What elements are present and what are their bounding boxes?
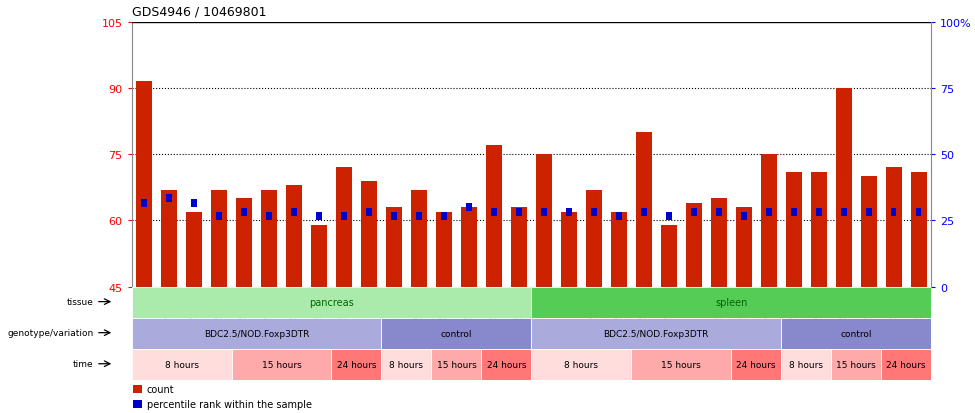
Text: 15 hours: 15 hours: [661, 360, 701, 369]
Bar: [167, 195, 172, 203]
Text: 15 hours: 15 hours: [437, 360, 477, 369]
Bar: [261, 190, 277, 287]
Text: GDS4946 / 10469801: GDS4946 / 10469801: [132, 6, 266, 19]
Bar: [486, 146, 502, 287]
Bar: [816, 208, 822, 216]
Bar: [591, 208, 597, 216]
Bar: [836, 89, 852, 287]
Bar: [361, 181, 377, 287]
Bar: [186, 212, 202, 287]
Bar: [861, 177, 877, 287]
Text: control: control: [441, 329, 472, 338]
Bar: [535, 155, 552, 287]
Bar: [133, 400, 142, 408]
Text: 24 hours: 24 hours: [886, 360, 926, 369]
Text: count: count: [146, 384, 175, 394]
Bar: [735, 208, 752, 287]
Bar: [136, 82, 152, 287]
Bar: [133, 385, 142, 393]
Text: 15 hours: 15 hours: [261, 360, 301, 369]
Bar: [341, 213, 347, 221]
Bar: [141, 199, 147, 207]
Bar: [810, 173, 827, 287]
Bar: [916, 208, 921, 216]
Bar: [491, 208, 496, 216]
Text: tissue: tissue: [66, 297, 94, 306]
Bar: [367, 208, 371, 216]
Bar: [891, 208, 896, 216]
Text: genotype/variation: genotype/variation: [7, 328, 94, 337]
Bar: [216, 213, 222, 221]
Bar: [786, 173, 801, 287]
Bar: [161, 190, 177, 287]
Bar: [610, 212, 627, 287]
Text: 8 hours: 8 hours: [565, 360, 599, 369]
Bar: [236, 199, 253, 287]
Bar: [711, 199, 727, 287]
Bar: [866, 208, 872, 216]
Bar: [586, 190, 602, 287]
Bar: [636, 133, 652, 287]
Text: 24 hours: 24 hours: [736, 360, 776, 369]
Bar: [286, 186, 302, 287]
Bar: [791, 208, 797, 216]
Bar: [241, 208, 247, 216]
Text: 8 hours: 8 hours: [165, 360, 199, 369]
Bar: [292, 208, 296, 216]
Bar: [716, 208, 722, 216]
Bar: [741, 213, 747, 221]
Bar: [566, 208, 571, 216]
Bar: [335, 168, 352, 287]
Text: spleen: spleen: [715, 297, 748, 308]
Text: percentile rank within the sample: percentile rank within the sample: [146, 399, 312, 409]
Bar: [441, 213, 447, 221]
Bar: [840, 208, 846, 216]
Text: 15 hours: 15 hours: [837, 360, 877, 369]
Bar: [691, 208, 696, 216]
Bar: [461, 208, 477, 287]
Bar: [616, 213, 622, 221]
Bar: [316, 213, 322, 221]
Bar: [885, 168, 902, 287]
Bar: [416, 213, 422, 221]
Bar: [666, 213, 672, 221]
Bar: [386, 208, 402, 287]
Bar: [760, 155, 777, 287]
Text: 24 hours: 24 hours: [336, 360, 376, 369]
Text: 8 hours: 8 hours: [789, 360, 823, 369]
Text: 8 hours: 8 hours: [389, 360, 423, 369]
Bar: [436, 212, 452, 287]
Bar: [766, 208, 771, 216]
Bar: [391, 213, 397, 221]
Bar: [211, 190, 227, 287]
Bar: [641, 208, 646, 216]
Bar: [311, 225, 328, 287]
Text: BDC2.5/NOD.Foxp3DTR: BDC2.5/NOD.Foxp3DTR: [604, 329, 709, 338]
Text: control: control: [840, 329, 872, 338]
Text: BDC2.5/NOD.Foxp3DTR: BDC2.5/NOD.Foxp3DTR: [204, 329, 309, 338]
Bar: [266, 213, 272, 221]
Bar: [561, 212, 577, 287]
Bar: [661, 225, 677, 287]
Bar: [191, 199, 197, 207]
Bar: [541, 208, 547, 216]
Bar: [410, 190, 427, 287]
Text: 24 hours: 24 hours: [487, 360, 526, 369]
Text: time: time: [73, 359, 94, 368]
Text: pancreas: pancreas: [309, 297, 354, 308]
Bar: [911, 173, 927, 287]
Bar: [466, 204, 472, 212]
Bar: [685, 203, 702, 287]
Bar: [511, 208, 527, 287]
Bar: [516, 208, 522, 216]
